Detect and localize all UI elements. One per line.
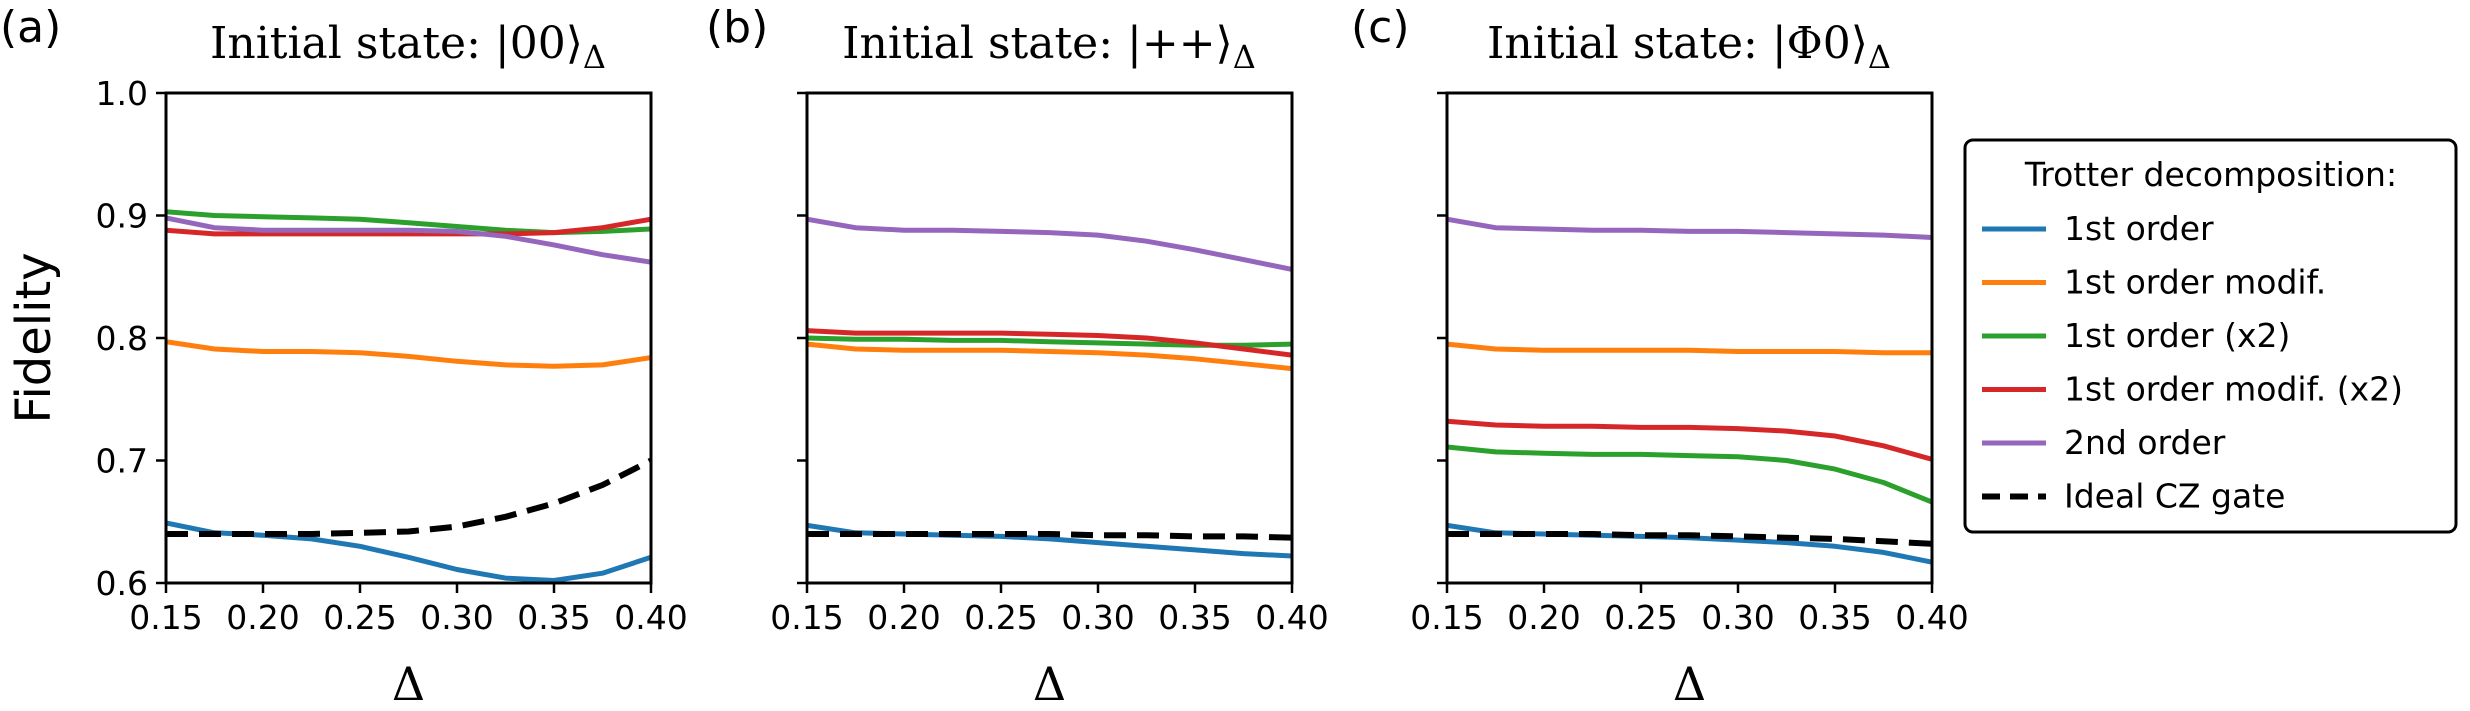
legend-label: 2nd order xyxy=(2064,423,2226,462)
x-axis-label: Δ xyxy=(1673,657,1706,711)
x-tick-label: 0.25 xyxy=(323,598,396,637)
panels: (a) Initial state: |00⟩Δ 0.6 0.7 0.8 0.9 1.0 0.… xyxy=(0,2,1969,711)
series-line-1st-order-modif-x2 xyxy=(807,328,1292,358)
x-tick-label: 0.40 xyxy=(1255,598,1328,637)
x-tick-label: 0.35 xyxy=(1158,598,1231,637)
x-tick-label: 0.40 xyxy=(1895,598,1968,637)
series-group xyxy=(807,216,1292,559)
legend-box xyxy=(1963,138,2458,534)
x-tick-label: 0.25 xyxy=(1604,598,1677,637)
x-tick-label: 0.35 xyxy=(517,598,590,637)
panel-title: Initial state: |++⟩Δ xyxy=(842,18,1256,76)
panel-0: (a) Initial state: |00⟩Δ 0.6 0.7 0.8 0.9 1.0 0.… xyxy=(0,2,688,711)
x-tick-label: 0.15 xyxy=(1410,598,1483,637)
x-tick-label: 0.20 xyxy=(1507,598,1580,637)
x-tick-label: 0.20 xyxy=(867,598,940,637)
series-line-ideal-cz-gate xyxy=(807,531,1292,541)
x-tick-label: 0.40 xyxy=(614,598,687,637)
series-line-ideal-cz-gate xyxy=(1447,531,1932,547)
series-line-1st-order-modif xyxy=(166,339,651,369)
legend-label: 1st order modif. (x2) xyxy=(2064,370,2403,409)
legend: Trotter decomposition: 1st order 1st order… xyxy=(1963,138,2458,534)
y-axis-label: Fidelity xyxy=(6,252,62,423)
x-tick-label: 0.30 xyxy=(420,598,493,637)
series-group xyxy=(1447,216,1932,565)
series-group xyxy=(166,209,651,583)
panel-letter: (b) xyxy=(706,2,768,53)
x-tick-label: 0.15 xyxy=(129,598,202,637)
x-tick-label: 0.15 xyxy=(770,598,843,637)
x-axis-label: Δ xyxy=(392,657,425,711)
series-line-1st-order-modif xyxy=(807,341,1292,372)
series-line-ideal-cz-gate xyxy=(166,457,651,537)
legend-label: 1st order (x2) xyxy=(2064,316,2290,355)
legend-label: 1st order modif. xyxy=(2064,263,2326,302)
panel-1: (b) Initial state: |++⟩Δ 0.15 0.20 0.25 0.30 0… xyxy=(706,2,1329,711)
y-tick-label: 0.7 xyxy=(96,442,148,481)
series-line-2nd-order xyxy=(1447,216,1932,240)
series-line-1st-order-x2 xyxy=(1447,444,1932,505)
legend-label: 1st order xyxy=(2064,209,2214,248)
series-line-1st-order xyxy=(807,522,1292,559)
panel-letter: (a) xyxy=(0,2,61,53)
axes-frame xyxy=(164,91,653,585)
legend-title: Trotter decomposition: xyxy=(2024,155,2397,194)
x-tick-label: 0.30 xyxy=(1701,598,1774,637)
panel-title: Initial state: |Φ0⟩Δ xyxy=(1487,18,1891,76)
series-line-1st-order xyxy=(1447,522,1932,565)
y-tick-label: 0.9 xyxy=(96,197,148,236)
y-tick-label: 0.8 xyxy=(96,319,148,358)
y-tick-label: 0.6 xyxy=(96,564,148,603)
series-line-1st-order-modif-x2 xyxy=(166,216,651,237)
x-tick-label: 0.30 xyxy=(1061,598,1134,637)
x-tick-label: 0.35 xyxy=(1798,598,1871,637)
x-tick-label: 0.20 xyxy=(226,598,299,637)
panel-letter: (c) xyxy=(1351,2,1410,53)
axes-frame xyxy=(1445,91,1934,585)
series-line-1st-order-modif-x2 xyxy=(1447,418,1932,462)
series-line-1st-order-modif xyxy=(1447,341,1932,356)
x-axis-label: Δ xyxy=(1033,657,1066,711)
series-line-2nd-order xyxy=(807,216,1292,272)
series-line-2nd-order xyxy=(166,215,651,265)
panel-title: Initial state: |00⟩Δ xyxy=(210,18,606,76)
y-tick-label: 1.0 xyxy=(96,74,148,113)
panel-2: (c) Initial state: |Φ0⟩Δ 0.15 0.20 0.25 0.30 0… xyxy=(1351,2,1969,711)
legend-label: Ideal CZ gate xyxy=(2064,477,2285,516)
x-tick-label: 0.25 xyxy=(964,598,1037,637)
